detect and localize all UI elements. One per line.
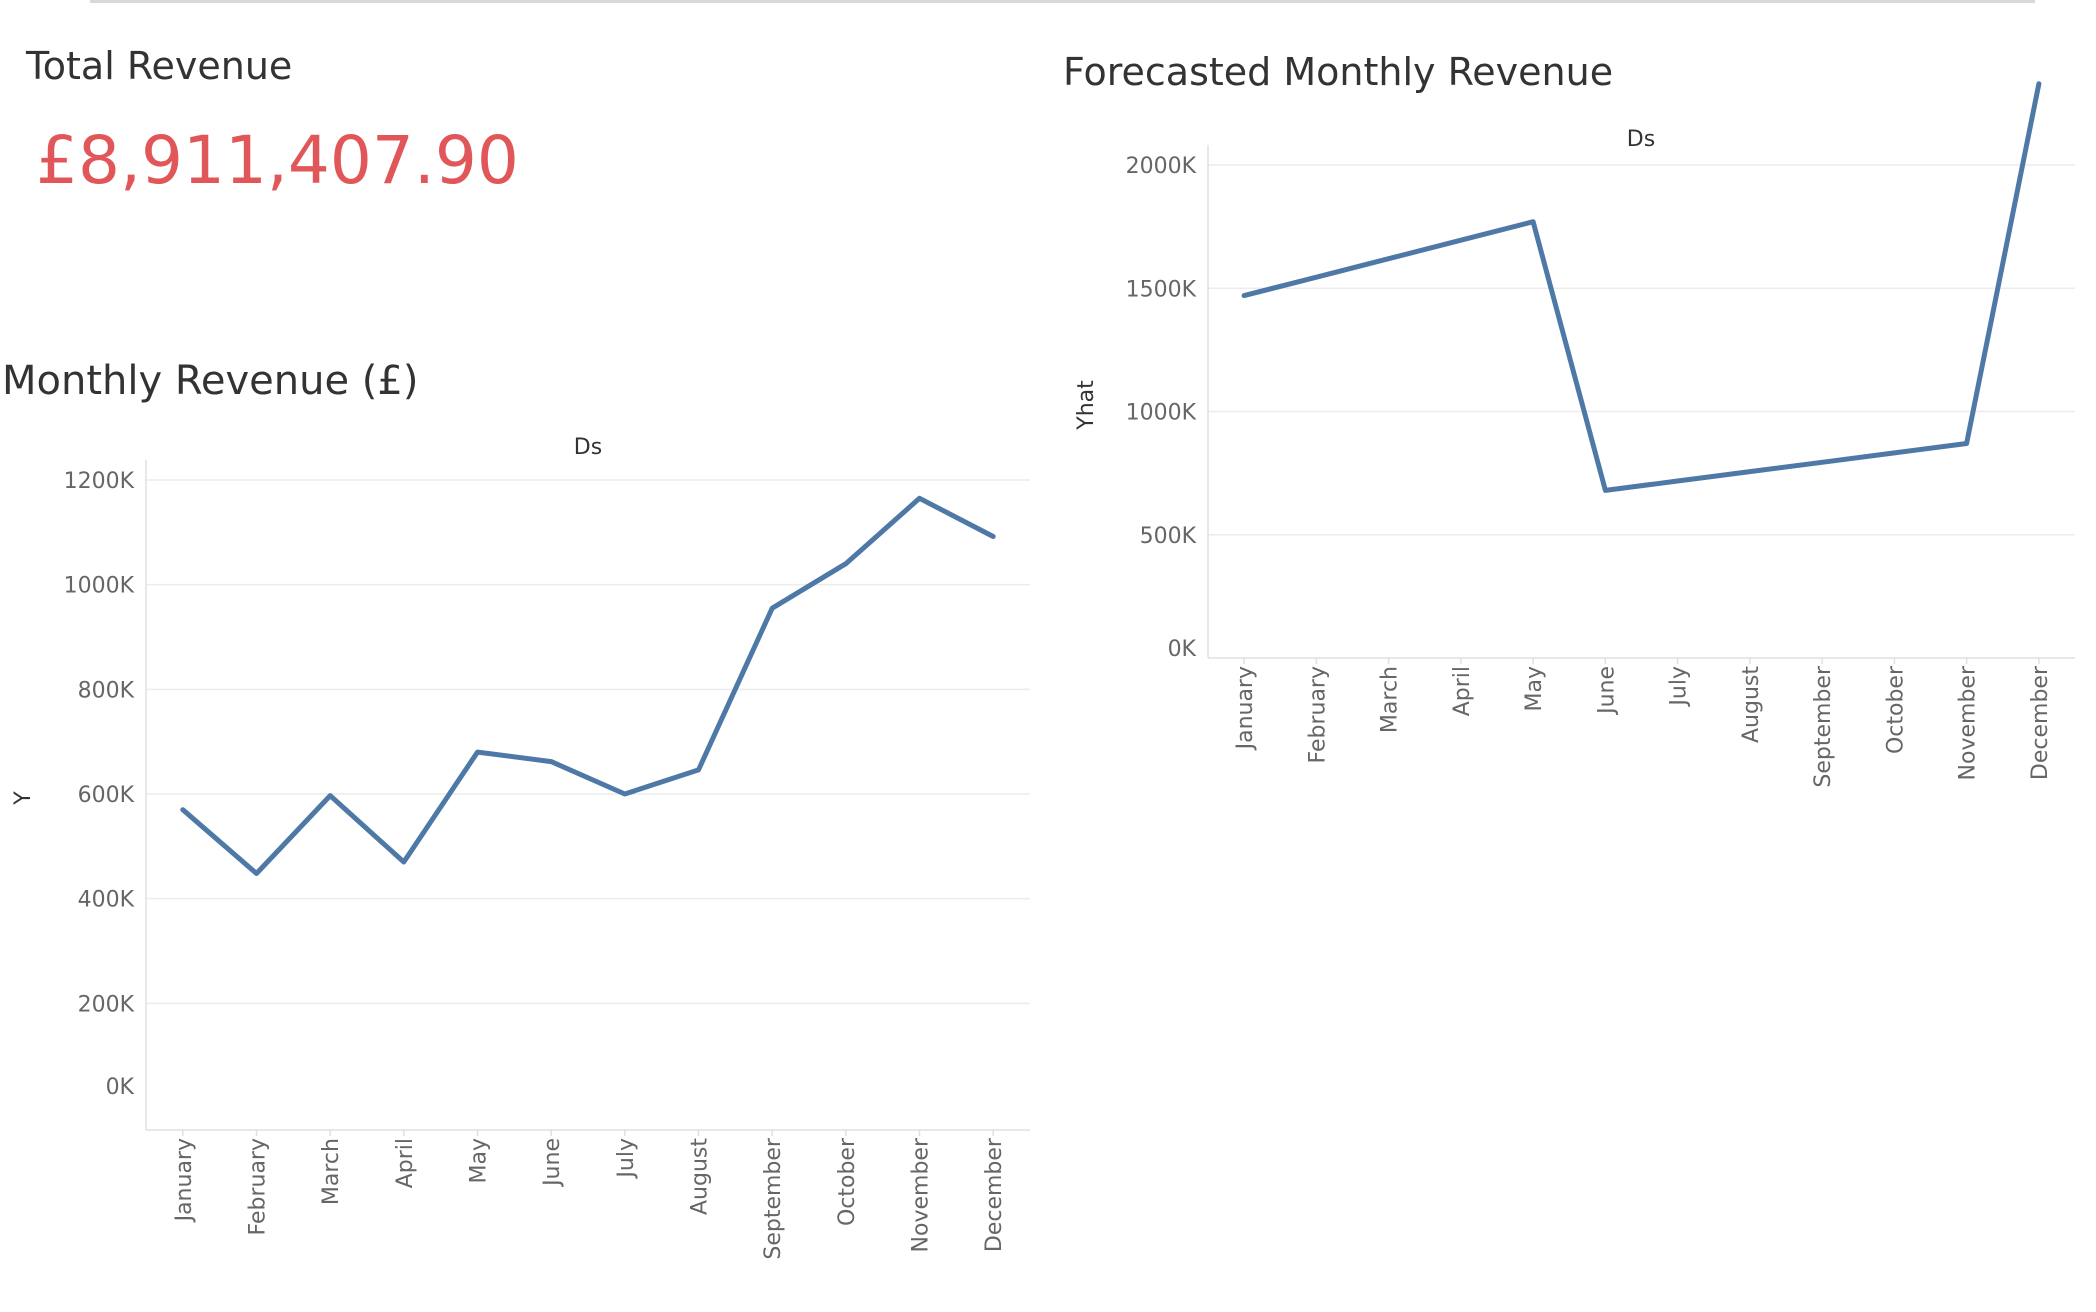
x-tick-label: October: [835, 1137, 860, 1226]
total-revenue-value: £8,911,407.90: [36, 122, 519, 199]
x-tick-label: August: [1739, 666, 1764, 743]
x-tick-label: June: [1594, 666, 1619, 716]
x-axis-header: Ds: [1627, 127, 1655, 152]
x-tick-label: March: [1378, 666, 1403, 733]
x-tick-label: March: [319, 1138, 344, 1205]
x-tick-label: November: [1956, 665, 1981, 780]
series-line: [180, 495, 996, 876]
x-tick-label: August: [688, 1138, 713, 1215]
y-tick-label: 2000K: [1126, 154, 1197, 179]
x-tick-label: February: [246, 1138, 271, 1236]
x-tick-label: September: [1811, 665, 1836, 788]
x-tick-label: November: [909, 1137, 934, 1252]
x-tick-label: January: [1233, 666, 1258, 751]
total-revenue-title: Total Revenue: [26, 44, 293, 88]
y-tick-label: 1000K: [64, 574, 135, 599]
x-tick-label: June: [540, 1138, 565, 1188]
top-divider: [90, 0, 2035, 3]
y-tick-label: 1000K: [1126, 401, 1197, 426]
y-tick-label: 0K: [1168, 637, 1197, 662]
x-tick-label: October: [1883, 665, 1908, 754]
x-tick-label: July: [1667, 666, 1692, 708]
x-tick-label: December: [2028, 665, 2053, 780]
y-axis-title: Yhat: [1074, 380, 1099, 431]
y-tick-label: 600K: [78, 783, 135, 808]
x-axis-header: Ds: [574, 435, 602, 460]
y-tick-label: 200K: [78, 992, 135, 1017]
x-tick-label: January: [172, 1138, 197, 1223]
x-tick-label: December: [982, 1137, 1007, 1252]
x-tick-label: May: [467, 1138, 492, 1183]
x-tick-label: May: [1522, 666, 1547, 711]
y-tick-label: 0K: [106, 1075, 135, 1100]
y-tick-label: 500K: [1140, 524, 1197, 549]
monthly-revenue-title: Monthly Revenue (£): [2, 358, 419, 404]
y-tick-label: 1500K: [1126, 277, 1197, 302]
monthly-revenue-chart: Ds Y 0K 200K 400K 600K 800K 1000K 1200K January Fe…: [11, 435, 1030, 1260]
series-line: [1241, 81, 2042, 493]
y-tick-label: 400K: [78, 888, 135, 913]
x-tick-label: February: [1305, 666, 1330, 764]
x-tick-label: September: [761, 1137, 786, 1260]
forecast-revenue-title: Forecasted Monthly Revenue: [1063, 50, 1614, 94]
x-tick-label: April: [1450, 666, 1475, 716]
y-tick-label: 800K: [78, 678, 135, 703]
x-tick-label: July: [614, 1138, 639, 1180]
forecast-revenue-chart: Ds Yhat 0K 500K 1000K 1500K 2000K January Februa…: [1074, 81, 2075, 788]
y-tick-label: 1200K: [64, 469, 135, 494]
y-axis-title: Y: [11, 791, 36, 806]
x-tick-label: April: [393, 1138, 418, 1188]
